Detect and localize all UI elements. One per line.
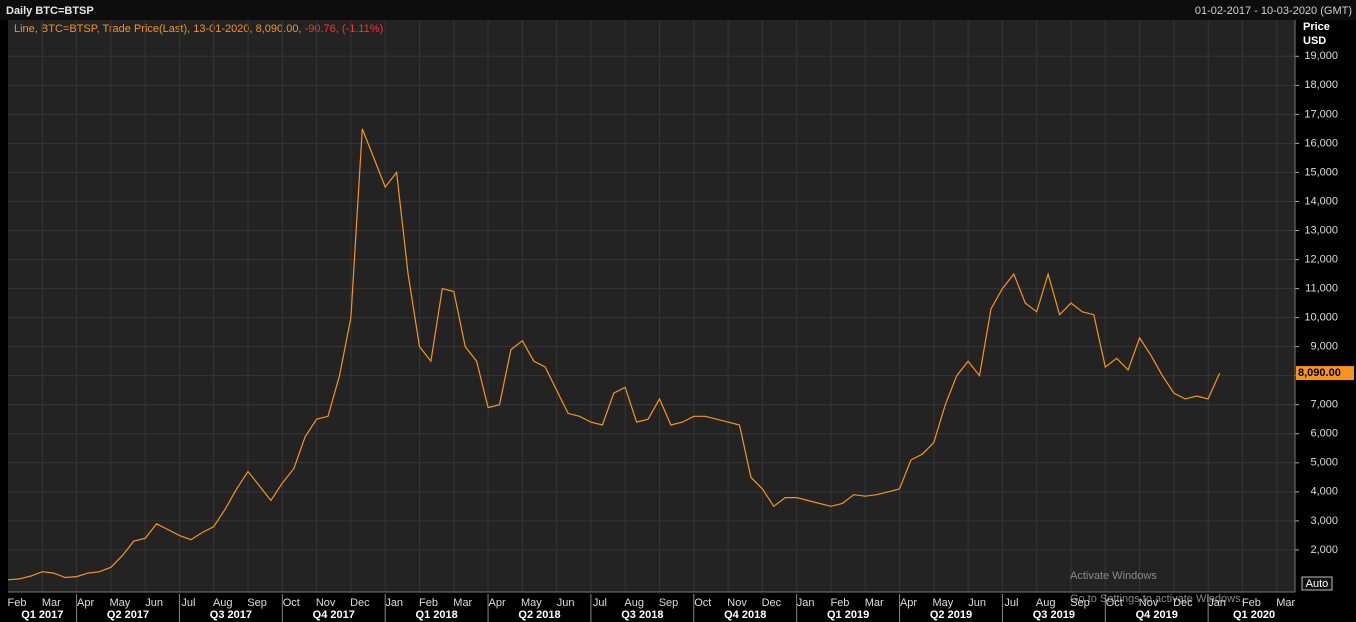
x-tick-label: Sep <box>247 597 267 609</box>
x-tick-label: Aug <box>213 597 233 609</box>
y-tick-label: 17,000 <box>1304 108 1338 120</box>
y-tick-label: 11,000 <box>1305 282 1338 294</box>
x-group-label: Q3 2017 <box>210 609 252 621</box>
x-group-label: Q3 2019 <box>1033 609 1075 621</box>
y-tick-label: 7,000 <box>1310 399 1338 411</box>
x-tick-label: Jul <box>593 597 607 609</box>
y-tick-label: 5,000 <box>1310 457 1338 469</box>
x-tick-label: Feb <box>8 597 27 609</box>
x-tick-label: Oct <box>283 597 300 609</box>
auto-button-label[interactable]: Auto <box>1306 578 1329 590</box>
x-tick-label: Mar <box>42 597 61 609</box>
x-tick-label: Dec <box>762 597 782 609</box>
y-axis-label: USD <box>1303 35 1326 47</box>
x-group-label: Q1 2018 <box>416 609 458 621</box>
y-tick-label: 14,000 <box>1304 195 1338 207</box>
x-tick-label: Feb <box>830 597 849 609</box>
x-tick-label: Oct <box>694 597 711 609</box>
chart-title: Daily BTC=BTSP <box>6 5 94 17</box>
x-tick-label: Jan <box>797 597 815 609</box>
x-tick-label: Apr <box>77 597 94 609</box>
x-tick-label: Jul <box>181 597 195 609</box>
y-tick-label: 2,000 <box>1310 544 1338 556</box>
x-tick-label: Jan <box>1208 597 1226 609</box>
x-tick-label: Nov <box>727 597 747 609</box>
x-tick-label: Nov <box>1139 597 1159 609</box>
x-tick-label: May <box>932 597 953 609</box>
plot-area <box>8 20 1295 592</box>
y-tick-label: 19,000 <box>1304 50 1338 62</box>
y-tick-label: 3,000 <box>1310 515 1338 527</box>
x-tick-label: Jun <box>968 597 986 609</box>
x-group-label: Q1 2017 <box>21 609 63 621</box>
price-line <box>7 128 1221 581</box>
x-tick-label: Jan <box>385 597 403 609</box>
grid <box>8 20 1299 592</box>
x-tick-label: Dec <box>350 597 370 609</box>
x-tick-label: Apr <box>900 597 917 609</box>
x-group-label: Q4 2019 <box>1136 609 1178 621</box>
x-tick-label: Mar <box>865 597 884 609</box>
x-group-label: Q1 2020 <box>1233 609 1275 621</box>
x-tick-label: Dec <box>1173 597 1193 609</box>
header-bar <box>0 0 1356 20</box>
y-tick-label: 13,000 <box>1304 224 1338 236</box>
last-value-tag <box>1296 366 1354 381</box>
x-tick-label: Mar <box>453 597 472 609</box>
x-tick-label: Mar <box>1276 597 1295 609</box>
y-tick-label: 10,000 <box>1304 312 1338 324</box>
x-tick-label: Jun <box>557 597 575 609</box>
y-tick-label: 4,000 <box>1310 486 1338 498</box>
legend-change: -90.76, (-1.11%) <box>305 23 384 35</box>
last-value-label: 8,090.00 <box>1298 367 1341 379</box>
x-tick-label: May <box>109 597 130 609</box>
x-tick-label: Aug <box>1036 597 1056 609</box>
marks <box>7 128 1221 581</box>
x-group-label: Q1 2019 <box>827 609 869 621</box>
x-group-label: Q4 2018 <box>724 609 766 621</box>
watermark: Activate Windows <box>1070 570 1157 582</box>
x-tick-label: Nov <box>316 597 336 609</box>
legend-text: Line, BTC=BTSP, Trade Price(Last), 13-01… <box>14 23 302 35</box>
x-group-label: Q4 2017 <box>313 609 355 621</box>
x-group-label: Q3 2018 <box>621 609 663 621</box>
y-tick-label: 6,000 <box>1310 428 1338 440</box>
x-tick-label: May <box>521 597 542 609</box>
x-tick-label: Sep <box>659 597 679 609</box>
y-tick-label: 15,000 <box>1304 166 1338 178</box>
x-tick-label: Feb <box>419 597 438 609</box>
legend: Line, BTC=BTSP, Trade Price(Last), 13-01… <box>14 23 383 35</box>
date-range: 01-02-2017 - 10-03-2020 (GMT) <box>1195 5 1352 17</box>
x-group-label: Q2 2019 <box>930 609 972 621</box>
x-tick-label: Apr <box>488 597 505 609</box>
x-tick-label: Sep <box>1070 597 1090 609</box>
y-axis-label: Price <box>1303 21 1330 33</box>
x-tick-label: Jun <box>145 597 163 609</box>
x-tick-label: Oct <box>1106 597 1123 609</box>
y-tick-label: 16,000 <box>1304 137 1338 149</box>
x-group-label: Q2 2017 <box>107 609 149 621</box>
y-tick-label: 12,000 <box>1304 253 1338 265</box>
auto-button[interactable] <box>1301 576 1333 591</box>
x-group-label: Q2 2018 <box>518 609 560 621</box>
y-tick-label: 18,000 <box>1304 79 1338 91</box>
y-tick-label: 9,000 <box>1310 341 1338 353</box>
x-tick-label: Jul <box>1004 597 1018 609</box>
x-tick-label: Feb <box>1242 597 1261 609</box>
x-tick-label: Aug <box>624 597 644 609</box>
watermark: Go to Settings to activate Windows. <box>1070 593 1244 605</box>
